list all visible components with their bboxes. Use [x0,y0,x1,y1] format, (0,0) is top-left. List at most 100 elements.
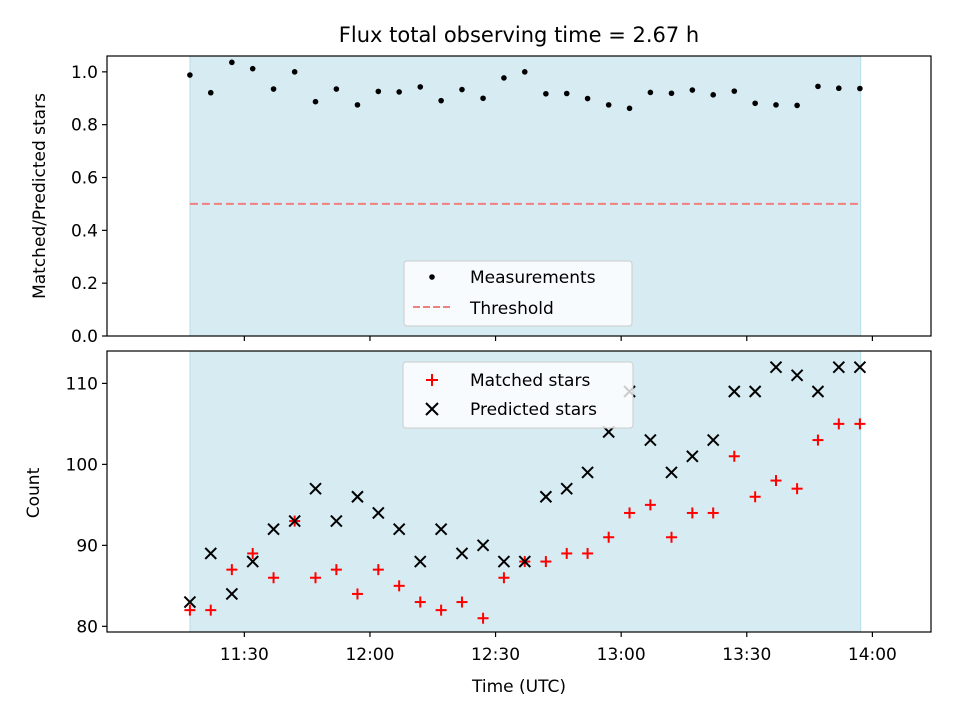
measurement-point [480,95,486,102]
measurement-point [584,95,591,102]
predicted-star-point [539,490,553,503]
measurement-point [396,89,402,95]
legend-measurements-marker [429,274,435,280]
predicted-star-point [728,385,741,398]
predicted-star-point [414,555,427,568]
predicted-star-point [769,360,783,374]
predicted-star-point [560,482,573,495]
matched-star-point [603,531,615,543]
legend-threshold-label: Threshold [469,299,554,319]
predicted-star-point [225,587,239,601]
measurement-point [438,97,444,104]
predicted-star-point [853,360,867,374]
measurement-point [417,84,424,90]
measurement-point [773,102,779,108]
measurement-point [836,85,842,92]
predicted-star-point [518,555,531,568]
matched-star-point [310,572,322,584]
bottom-y-ticks: 80 90 100 110 [66,374,107,637]
matched-star-point [770,475,782,487]
measurement-point [270,86,277,92]
y-tick-label: 90 [76,536,98,556]
matched-star-point [268,572,280,584]
matched-star-point [372,564,384,576]
matched-star-point [791,483,803,495]
predicted-star-point [497,555,511,568]
y-tick-label: 0.8 [71,116,98,136]
x-tick-label: 14:00 [848,645,897,665]
measurement-point [354,102,361,108]
measurement-point [668,90,675,97]
legend-matched-marker [426,374,438,386]
measurement-point [229,59,235,66]
top-panel: 0.0 0.2 0.4 0.6 0.8 1.0 Matched/Predicted sta… [30,55,932,347]
matched-star-point [686,507,698,519]
matched-star-point [351,588,363,600]
predicted-star-point [372,506,385,520]
measurement-points [187,59,863,112]
matched-star-point [247,547,259,559]
legend-matched-label: Matched stars [470,371,590,391]
measurement-point [626,105,633,112]
matched-star-point [393,580,405,592]
predicted-star-point [309,482,322,495]
predicted-star-point [392,522,406,536]
measurement-point [312,98,319,105]
measurement-point [857,85,863,92]
bottom-axes-frame [106,350,932,633]
measurement-point [731,88,738,94]
bottom-panel: 80 90 100 110 11:30 12:00 12:30 13:00 13:30 14:0… [24,350,932,697]
matched-star-point [330,564,342,576]
matched-star-point [477,612,489,624]
y-tick-label: 110 [66,374,98,394]
matched-star-point [540,556,552,568]
predicted-star-point [246,555,259,568]
predicted-star-point [581,466,594,479]
predicted-star-point [476,539,490,552]
y-tick-label: 0.4 [71,221,98,241]
measurement-point [459,86,465,93]
measurement-point [333,86,340,92]
x-tick-label: 13:00 [597,645,646,665]
matched-star-point [812,434,824,446]
y-tick-label: 1.0 [71,63,98,83]
measurement-point [710,92,716,98]
measurement-point [501,75,507,81]
predicted-star-point [183,595,197,609]
predicted-star-point [665,466,678,479]
predicted-star-point [204,547,217,560]
predicted-star-point [811,385,825,398]
matched-star-point [226,564,238,576]
y-tick-label: 100 [66,455,98,475]
measurement-point [794,102,800,109]
top-x-ticks [243,336,873,341]
measurement-point [647,89,654,96]
measurement-point [563,90,570,97]
matched-star-point [456,596,468,608]
predicted-star-point [267,522,280,536]
matched-star-point [749,491,761,503]
predicted-star-point [706,433,720,447]
matched-star-point [414,596,426,608]
matched-star-point [205,604,217,616]
chart-title: Flux total observing time = 2.67 h [339,23,699,47]
top-legend: Measurements Threshold [403,260,633,327]
matched-stars-points [184,418,866,624]
measurement-point [815,83,821,90]
measurement-point [521,69,528,75]
matched-star-point [644,499,656,511]
measurement-point [689,87,696,93]
legend-predicted-marker [425,402,439,416]
matched-star-point [728,450,740,462]
predicted-star-point [330,514,343,528]
matched-star-point [498,572,510,584]
x-tick-label: 12:00 [345,645,394,665]
matched-star-point [854,418,866,430]
predicted-star-point [455,547,469,560]
legend-predicted-label: Predicted stars [470,400,597,420]
predicted-star-point [434,522,448,536]
measurement-point [187,72,193,78]
predicted-star-point [351,490,364,503]
legend-measurements-label: Measurements [470,268,596,288]
